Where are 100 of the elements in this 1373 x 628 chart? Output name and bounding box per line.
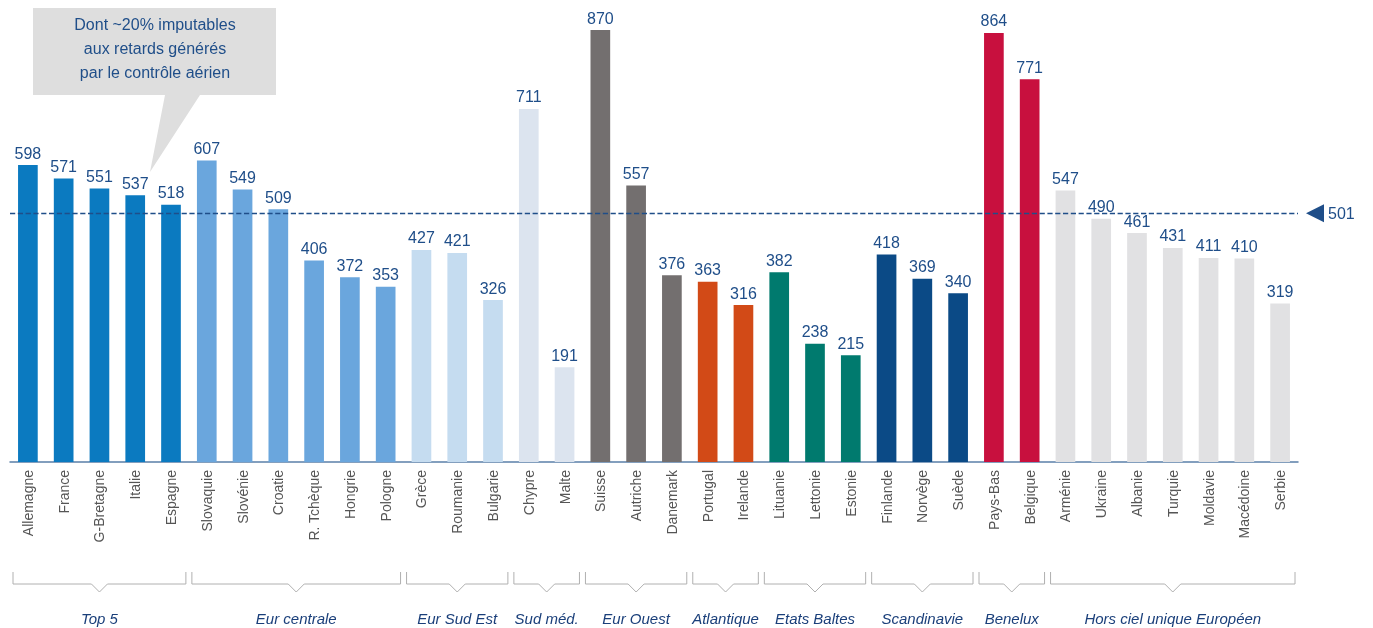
bar [411,249,432,462]
data-label: 382 [765,251,793,269]
x-tick-label: Allemagne [19,469,36,537]
text: Eur Ouest [602,610,671,627]
x-tick-label: Irelande [735,469,752,521]
x-tick-label: Grèce [413,469,430,509]
x-tick-label: France [55,469,72,514]
bar [53,178,74,462]
bar [447,252,468,462]
data-label: 238 [801,323,829,341]
bar [769,272,790,462]
data-label: 547 [1052,169,1079,187]
text: Eur Sud Est [417,610,499,627]
x-tick-label: G-Bretagne [91,469,108,543]
x-tick-label: Moldavie [1200,469,1217,527]
bar [268,209,289,462]
x-tick-label: Chypre [520,469,537,516]
x-tick-label: Albanie [1129,469,1145,517]
data-label: 376 [658,254,686,272]
x-tick-label: Norvège [914,469,931,523]
bar [375,286,396,462]
bar [125,195,146,462]
x-tick-label: Serbie [1272,469,1289,511]
x-tick-label: Slovaquie [198,469,215,532]
data-label: 191 [551,346,578,364]
data-label: 418 [873,233,900,251]
data-label: 363 [694,261,722,279]
x-tick-label: Espagne [163,469,179,526]
bar [340,277,360,462]
data-label: 406 [300,239,328,257]
data-label: 316 [730,284,757,302]
bar [1198,257,1219,462]
x-tick-label: Slovénie [234,469,251,524]
bar [984,32,1004,462]
data-label: 557 [622,164,650,182]
data-label: 369 [908,258,936,276]
x-tick-label: Hongrie [341,469,358,520]
bar [733,305,754,462]
x-tick-label: Bulgarie [485,469,501,522]
x-tick-label: Arménie [1057,469,1074,523]
data-label: 607 [193,140,221,158]
bar [1019,79,1040,462]
data-label: 549 [229,168,256,186]
bar [626,185,646,462]
bar [304,260,324,462]
bar [483,300,503,462]
data-label: 411 [1195,237,1222,255]
x-tick-label: Autriche [628,469,645,522]
data-label: 215 [837,334,865,352]
x-tick-label: Portugal [699,470,716,523]
data-label: 571 [50,157,78,175]
x-tick-label: R. Tchèque [306,469,323,541]
bar [1055,190,1076,462]
data-label: 518 [157,184,185,202]
bar [590,30,611,462]
bar [1234,258,1255,462]
x-tick-label: Roumanie [449,469,466,534]
bar [805,343,825,462]
bar [662,275,682,462]
x-tick-label: Ukraine [1093,469,1110,519]
x-tick-label: Belgique [1021,469,1038,525]
x-tick-label: Malte [556,469,573,505]
data-label: 410 [1230,237,1258,255]
data-label: 598 [14,144,42,162]
data-label: 421 [443,232,471,250]
bar [948,293,968,462]
text: Eur centrale [255,610,337,627]
x-tick-label: Finlande [878,469,895,524]
x-tick-label: Pays-Bas [985,470,1002,530]
data-label: 431 [1159,227,1187,245]
bar [840,355,861,462]
text: Benelux [984,610,1040,627]
bar [161,204,181,462]
data-label: 372 [336,256,364,274]
x-tick-label: Lituanie [771,469,788,520]
bar [196,160,217,462]
x-tick-label: Danemark [663,469,680,535]
x-tick-label: Turquie [1164,469,1181,517]
data-label: 551 [86,167,113,185]
x-tick-label: Macédoine [1236,469,1253,539]
data-label: 461 [1123,212,1151,230]
data-label: 870 [586,9,614,27]
text: Atlantique [691,610,759,627]
x-tick-label: Italie [127,469,144,500]
bar [1091,218,1112,462]
bar [1162,247,1183,462]
bar [89,188,110,462]
x-tick-label: Croatie [270,469,287,516]
text: Etats Baltes [774,610,856,627]
ref-line-label: 501 [1328,204,1355,222]
x-tick-label: Estonie [842,469,859,517]
bar [697,281,718,462]
data-label: 711 [516,88,542,106]
x-tick-label: Pologne [377,469,394,522]
bar [876,254,897,462]
data-label: 427 [408,229,435,247]
text: Top 5 [80,610,119,627]
data-label: 864 [980,12,1008,30]
data-label: 353 [372,266,400,284]
text: Hors ciel unique Européen [1084,610,1262,627]
